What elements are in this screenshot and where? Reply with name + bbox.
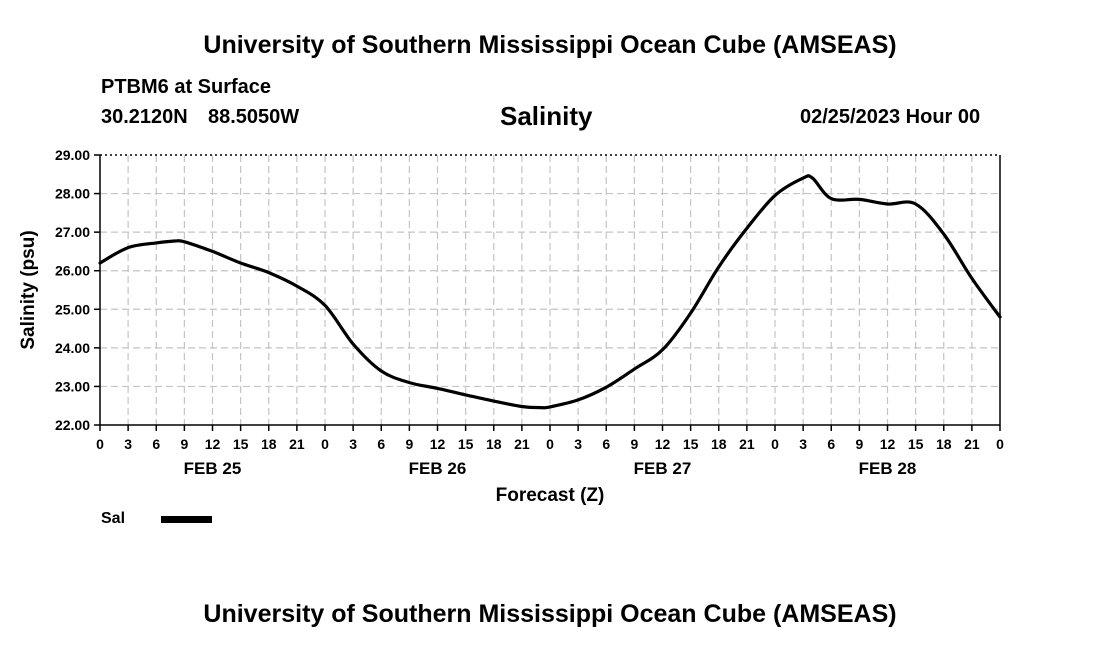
x-tick-label: 21 xyxy=(964,436,980,452)
footer-title: University of Southern Mississippi Ocean… xyxy=(203,600,897,628)
latitude-label: 30.2120N xyxy=(101,106,188,128)
day-label: FEB 25 xyxy=(184,459,242,478)
chart-title: Salinity xyxy=(500,101,593,131)
x-tick-label: 6 xyxy=(377,436,385,452)
x-tick-label: 0 xyxy=(96,436,104,452)
x-tick-label: 9 xyxy=(630,436,638,452)
legend-label: Sal xyxy=(101,510,126,527)
day-label: FEB 28 xyxy=(859,459,917,478)
x-tick-label: 12 xyxy=(880,436,896,452)
y-axis-label: Salinity (psu) xyxy=(18,230,39,349)
x-tick-label: 15 xyxy=(233,436,249,452)
station-label: PTBM6 at Surface xyxy=(101,76,272,98)
longitude-label: 88.5050W xyxy=(208,106,300,128)
x-tick-label: 18 xyxy=(711,436,727,452)
legend-swatch xyxy=(161,516,212,523)
x-tick-label: 15 xyxy=(683,436,699,452)
day-label: FEB 26 xyxy=(409,459,467,478)
y-tick-label: 24.00 xyxy=(55,340,90,356)
y-tick-label: 23.00 xyxy=(55,378,90,394)
y-tick-label: 28.00 xyxy=(55,186,90,202)
x-tick-label: 3 xyxy=(799,436,807,452)
x-tick-label: 12 xyxy=(655,436,671,452)
y-tick-label: 27.00 xyxy=(55,224,90,240)
x-tick-label: 18 xyxy=(486,436,502,452)
x-tick-label: 0 xyxy=(996,436,1004,452)
x-tick-label: 3 xyxy=(124,436,132,452)
x-tick-label: 15 xyxy=(908,436,924,452)
x-tick-label: 15 xyxy=(458,436,474,452)
x-tick-label: 3 xyxy=(349,436,357,452)
x-tick-label: 9 xyxy=(405,436,413,452)
x-tick-label: 6 xyxy=(827,436,835,452)
y-tick-label: 25.00 xyxy=(55,301,90,317)
x-tick-label: 21 xyxy=(739,436,755,452)
y-tick-label: 26.00 xyxy=(55,263,90,279)
x-tick-label: 21 xyxy=(514,436,530,452)
x-tick-label: 6 xyxy=(602,436,610,452)
x-tick-label: 6 xyxy=(152,436,160,452)
x-tick-label: 9 xyxy=(855,436,863,452)
x-tick-label: 3 xyxy=(574,436,582,452)
forecast-datetime: 02/25/2023 Hour 00 xyxy=(800,106,981,128)
y-tick-label: 22.00 xyxy=(55,417,90,433)
series-line-salinity xyxy=(98,174,1002,410)
x-tick-label: 18 xyxy=(936,436,952,452)
page-title: University of Southern Mississippi Ocean… xyxy=(203,31,897,59)
x-tick-label: 21 xyxy=(289,436,305,452)
x-axis-label: Forecast (Z) xyxy=(496,485,605,506)
x-tick-label: 12 xyxy=(205,436,221,452)
x-tick-label: 9 xyxy=(180,436,188,452)
x-tick-label: 0 xyxy=(546,436,554,452)
y-tick-label: 29.00 xyxy=(55,147,90,163)
day-label: FEB 27 xyxy=(634,459,692,478)
x-tick-label: 0 xyxy=(771,436,779,452)
x-tick-label: 0 xyxy=(321,436,329,452)
x-tick-label: 18 xyxy=(261,436,277,452)
x-tick-label: 12 xyxy=(430,436,446,452)
